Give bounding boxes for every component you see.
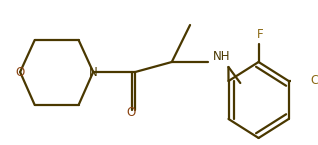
Text: F: F <box>257 28 264 40</box>
Text: N: N <box>89 66 98 78</box>
Text: Cl: Cl <box>310 75 318 87</box>
Text: NH: NH <box>213 50 231 64</box>
Text: O: O <box>16 66 25 78</box>
Text: O: O <box>126 106 135 119</box>
